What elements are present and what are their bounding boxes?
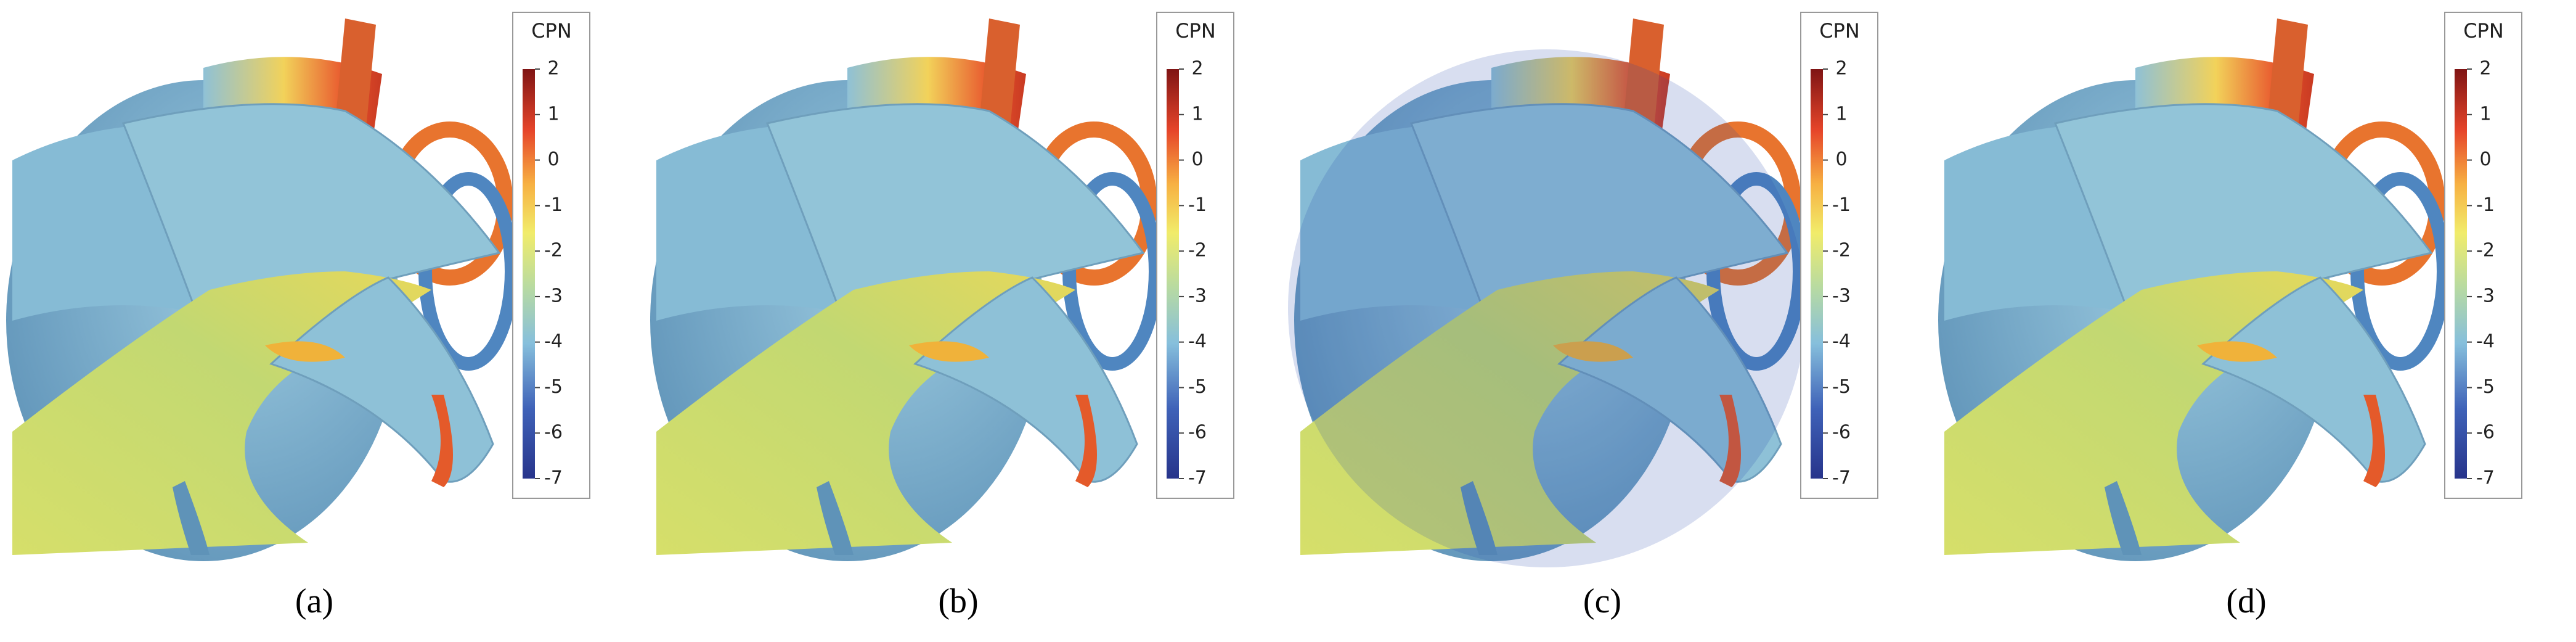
colorbar-tick-label: -3 xyxy=(1832,285,1851,307)
colorbar-tick-label: -2 xyxy=(1188,240,1207,261)
colorbar-tick-label: -4 xyxy=(544,331,563,352)
colorbar-tick-label: -4 xyxy=(2476,331,2495,352)
colorbar-tick-label: -4 xyxy=(1188,331,1207,352)
colorbar-tick-label: 0 xyxy=(547,149,559,170)
colorbar-tick-label: -5 xyxy=(544,376,563,398)
colorbar-tick-label: 2 xyxy=(1191,58,1203,80)
colorbar-tick-label: -7 xyxy=(544,467,563,489)
colorbar-tick-label: -2 xyxy=(2476,240,2495,261)
colorbar-tick-label: 2 xyxy=(1835,58,1847,80)
colorbar-tick-label: -1 xyxy=(544,194,563,216)
colorbar-tick-label: -3 xyxy=(1188,285,1207,307)
panel: CPN 2 1 0 -1 -2 -3 -4 -5 -6 -7 (d) xyxy=(1938,12,2522,620)
colorbar-tick-label: -5 xyxy=(1188,376,1207,398)
colorbar-tick-label: 1 xyxy=(1191,103,1203,125)
panel-label: (b) xyxy=(938,582,978,620)
panel: CPN 2 1 0 -1 -2 -3 -4 -5 -6 -7 (b) xyxy=(650,12,1234,620)
colorbar-gradient xyxy=(1167,69,1179,479)
panel-label: (d) xyxy=(2226,582,2266,620)
colorbar-tick-label: -5 xyxy=(2476,376,2495,398)
colorbar-tick-label: -7 xyxy=(2476,467,2495,489)
colorbar-tick-label: 0 xyxy=(1191,149,1203,170)
rotor-render xyxy=(650,19,1156,561)
colorbar-tick-label: -6 xyxy=(544,422,563,443)
colorbar-tick-label: -6 xyxy=(1188,422,1207,443)
colorbar-tick-label: 1 xyxy=(1835,103,1847,125)
colorbar-title: CPN xyxy=(1819,19,1860,43)
colorbar-tick-label: -5 xyxy=(1832,376,1851,398)
panel: CPN 2 1 0 -1 -2 -3 -4 -5 -6 -7 (a) xyxy=(6,12,590,620)
colorbar-tick-label: 0 xyxy=(2479,149,2491,170)
colorbar-gradient xyxy=(523,69,535,479)
rotor-render xyxy=(6,19,512,561)
colorbar-tick-label: -4 xyxy=(1832,331,1851,352)
colorbar-tick-label: -6 xyxy=(1832,422,1851,443)
panel: CPN 2 1 0 -1 -2 -3 -4 -5 -6 -7 (c) xyxy=(1288,12,1878,620)
colorbar-tick-label: -2 xyxy=(1832,240,1851,261)
colorbar-tick-label: -2 xyxy=(544,240,563,261)
colorbar-title: CPN xyxy=(1175,19,1216,43)
colorbar-tick-label: 1 xyxy=(2479,103,2491,125)
colorbar-tick-label: -1 xyxy=(2476,194,2495,216)
colorbar-title: CPN xyxy=(2463,19,2504,43)
colorbar-tick-label: -3 xyxy=(544,285,563,307)
colorbar-title: CPN xyxy=(531,19,572,43)
colorbar-tick-label: 2 xyxy=(2479,58,2491,80)
colorbar-tick-label: 1 xyxy=(547,103,559,125)
colorbar-tick-label: 2 xyxy=(547,58,559,80)
colorbar-tick-label: -6 xyxy=(2476,422,2495,443)
render-tint xyxy=(1288,49,1806,567)
colorbar-gradient xyxy=(2455,69,2467,479)
colorbar-tick-label: 0 xyxy=(1835,149,1847,170)
panel-label: (a) xyxy=(295,582,333,620)
colorbar-tick-label: -7 xyxy=(1188,467,1207,489)
colorbar-tick-label: -1 xyxy=(1832,194,1851,216)
rotor-render xyxy=(1938,19,2444,561)
colorbar-tick-label: -1 xyxy=(1188,194,1207,216)
colorbar-gradient xyxy=(1811,69,1823,479)
colorbar-tick-label: -3 xyxy=(2476,285,2495,307)
colorbar-tick-label: -7 xyxy=(1832,467,1851,489)
panel-label: (c) xyxy=(1583,582,1621,620)
